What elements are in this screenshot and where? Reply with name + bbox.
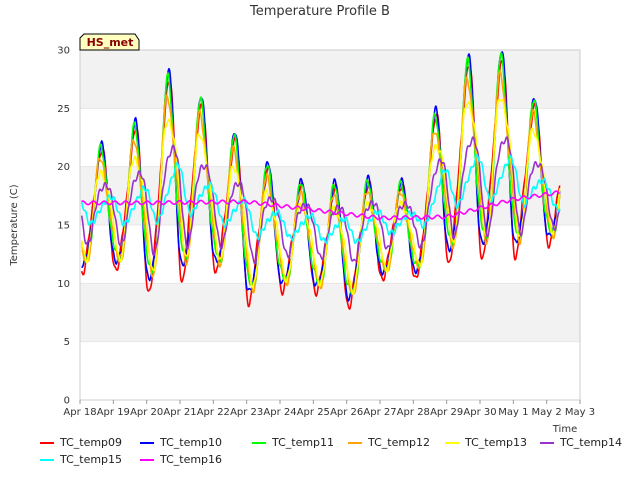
- series-line-tc-temp16: [81, 190, 561, 221]
- legend-label: TC_temp10: [160, 436, 223, 449]
- x-tick-label: May 3: [565, 407, 595, 418]
- legend-item: TC_temp10: [140, 436, 222, 450]
- legend-swatch: [140, 459, 154, 461]
- legend-swatch: [252, 442, 266, 444]
- x-tick-label: Apr 24: [263, 407, 296, 418]
- legend-swatch: [40, 459, 54, 461]
- legend-item: TC_temp16: [140, 453, 222, 467]
- legend-swatch: [348, 442, 362, 444]
- y-tick-label: 10: [57, 279, 70, 290]
- x-tick-label: Apr 27: [363, 407, 396, 418]
- y-tick-label: 20: [57, 162, 70, 173]
- legend-label: TC_temp16: [160, 453, 223, 466]
- chart-title: Temperature Profile B: [249, 4, 390, 19]
- y-tick-label: 5: [64, 337, 70, 348]
- grid-band: [80, 225, 580, 284]
- grid-band: [80, 283, 580, 342]
- y-tick-label: 25: [57, 104, 70, 115]
- legend-item: TC_temp15: [40, 453, 122, 467]
- y-tick-label: 30: [57, 46, 70, 57]
- legend-swatch: [140, 442, 154, 444]
- x-axis-label: Time: [552, 424, 577, 435]
- badge-label: HS_met: [87, 36, 134, 49]
- series-line-tc-temp14: [80, 136, 561, 265]
- legend-item: TC_temp14: [540, 436, 622, 450]
- x-tick-label: Apr 29: [430, 407, 463, 418]
- x-axis: Apr 18 Apr 19 Apr 20 Apr 21 Apr 22 Apr 23 Apr …: [63, 400, 595, 418]
- x-tick-label: Apr 25: [297, 407, 330, 418]
- x-tick-label: May 1: [498, 407, 528, 418]
- legend-label: TC_temp09: [60, 436, 123, 449]
- y-tick-label: 0: [64, 396, 70, 407]
- legend-swatch: [540, 442, 554, 444]
- legend-item: TC_temp12: [348, 436, 430, 450]
- legend-swatch: [40, 442, 54, 444]
- plot-frame: [79, 49, 581, 401]
- legend-label: TC_temp14: [560, 436, 623, 449]
- legend-item: TC_temp13: [445, 436, 527, 450]
- series-line-tc-temp15: [80, 154, 561, 245]
- legend-item: TC_temp09: [40, 436, 122, 450]
- x-tick-label: Apr 21: [163, 407, 196, 418]
- x-tick-label: Apr 20: [130, 407, 163, 418]
- legend-item: TC_temp11: [252, 436, 334, 450]
- y-axis: 0 5 10 15 20 25 30: [57, 46, 70, 407]
- x-tick-label: Apr 28: [397, 407, 430, 418]
- y-tick-label: 15: [57, 221, 70, 232]
- x-tick-label: Apr 22: [197, 407, 230, 418]
- x-tick-label: Apr 26: [330, 407, 363, 418]
- x-tick-label: Apr 30: [463, 407, 496, 418]
- x-tick-label: May 2: [532, 407, 562, 418]
- hs-met-badge: HS_met: [79, 33, 140, 51]
- y-axis-label: Temperature (C): [9, 184, 20, 266]
- legend-label: TC_temp15: [60, 453, 123, 466]
- legend-label: TC_temp11: [272, 436, 335, 449]
- legend-label: TC_temp13: [465, 436, 528, 449]
- x-tick-label: Apr 19: [97, 407, 130, 418]
- legend-label: TC_temp12: [368, 436, 431, 449]
- x-tick-label: Apr 18: [63, 407, 96, 418]
- legend-swatch: [445, 442, 459, 444]
- series-lines: [80, 51, 561, 310]
- x-tick-label: Apr 23: [230, 407, 263, 418]
- grid-band: [80, 341, 580, 400]
